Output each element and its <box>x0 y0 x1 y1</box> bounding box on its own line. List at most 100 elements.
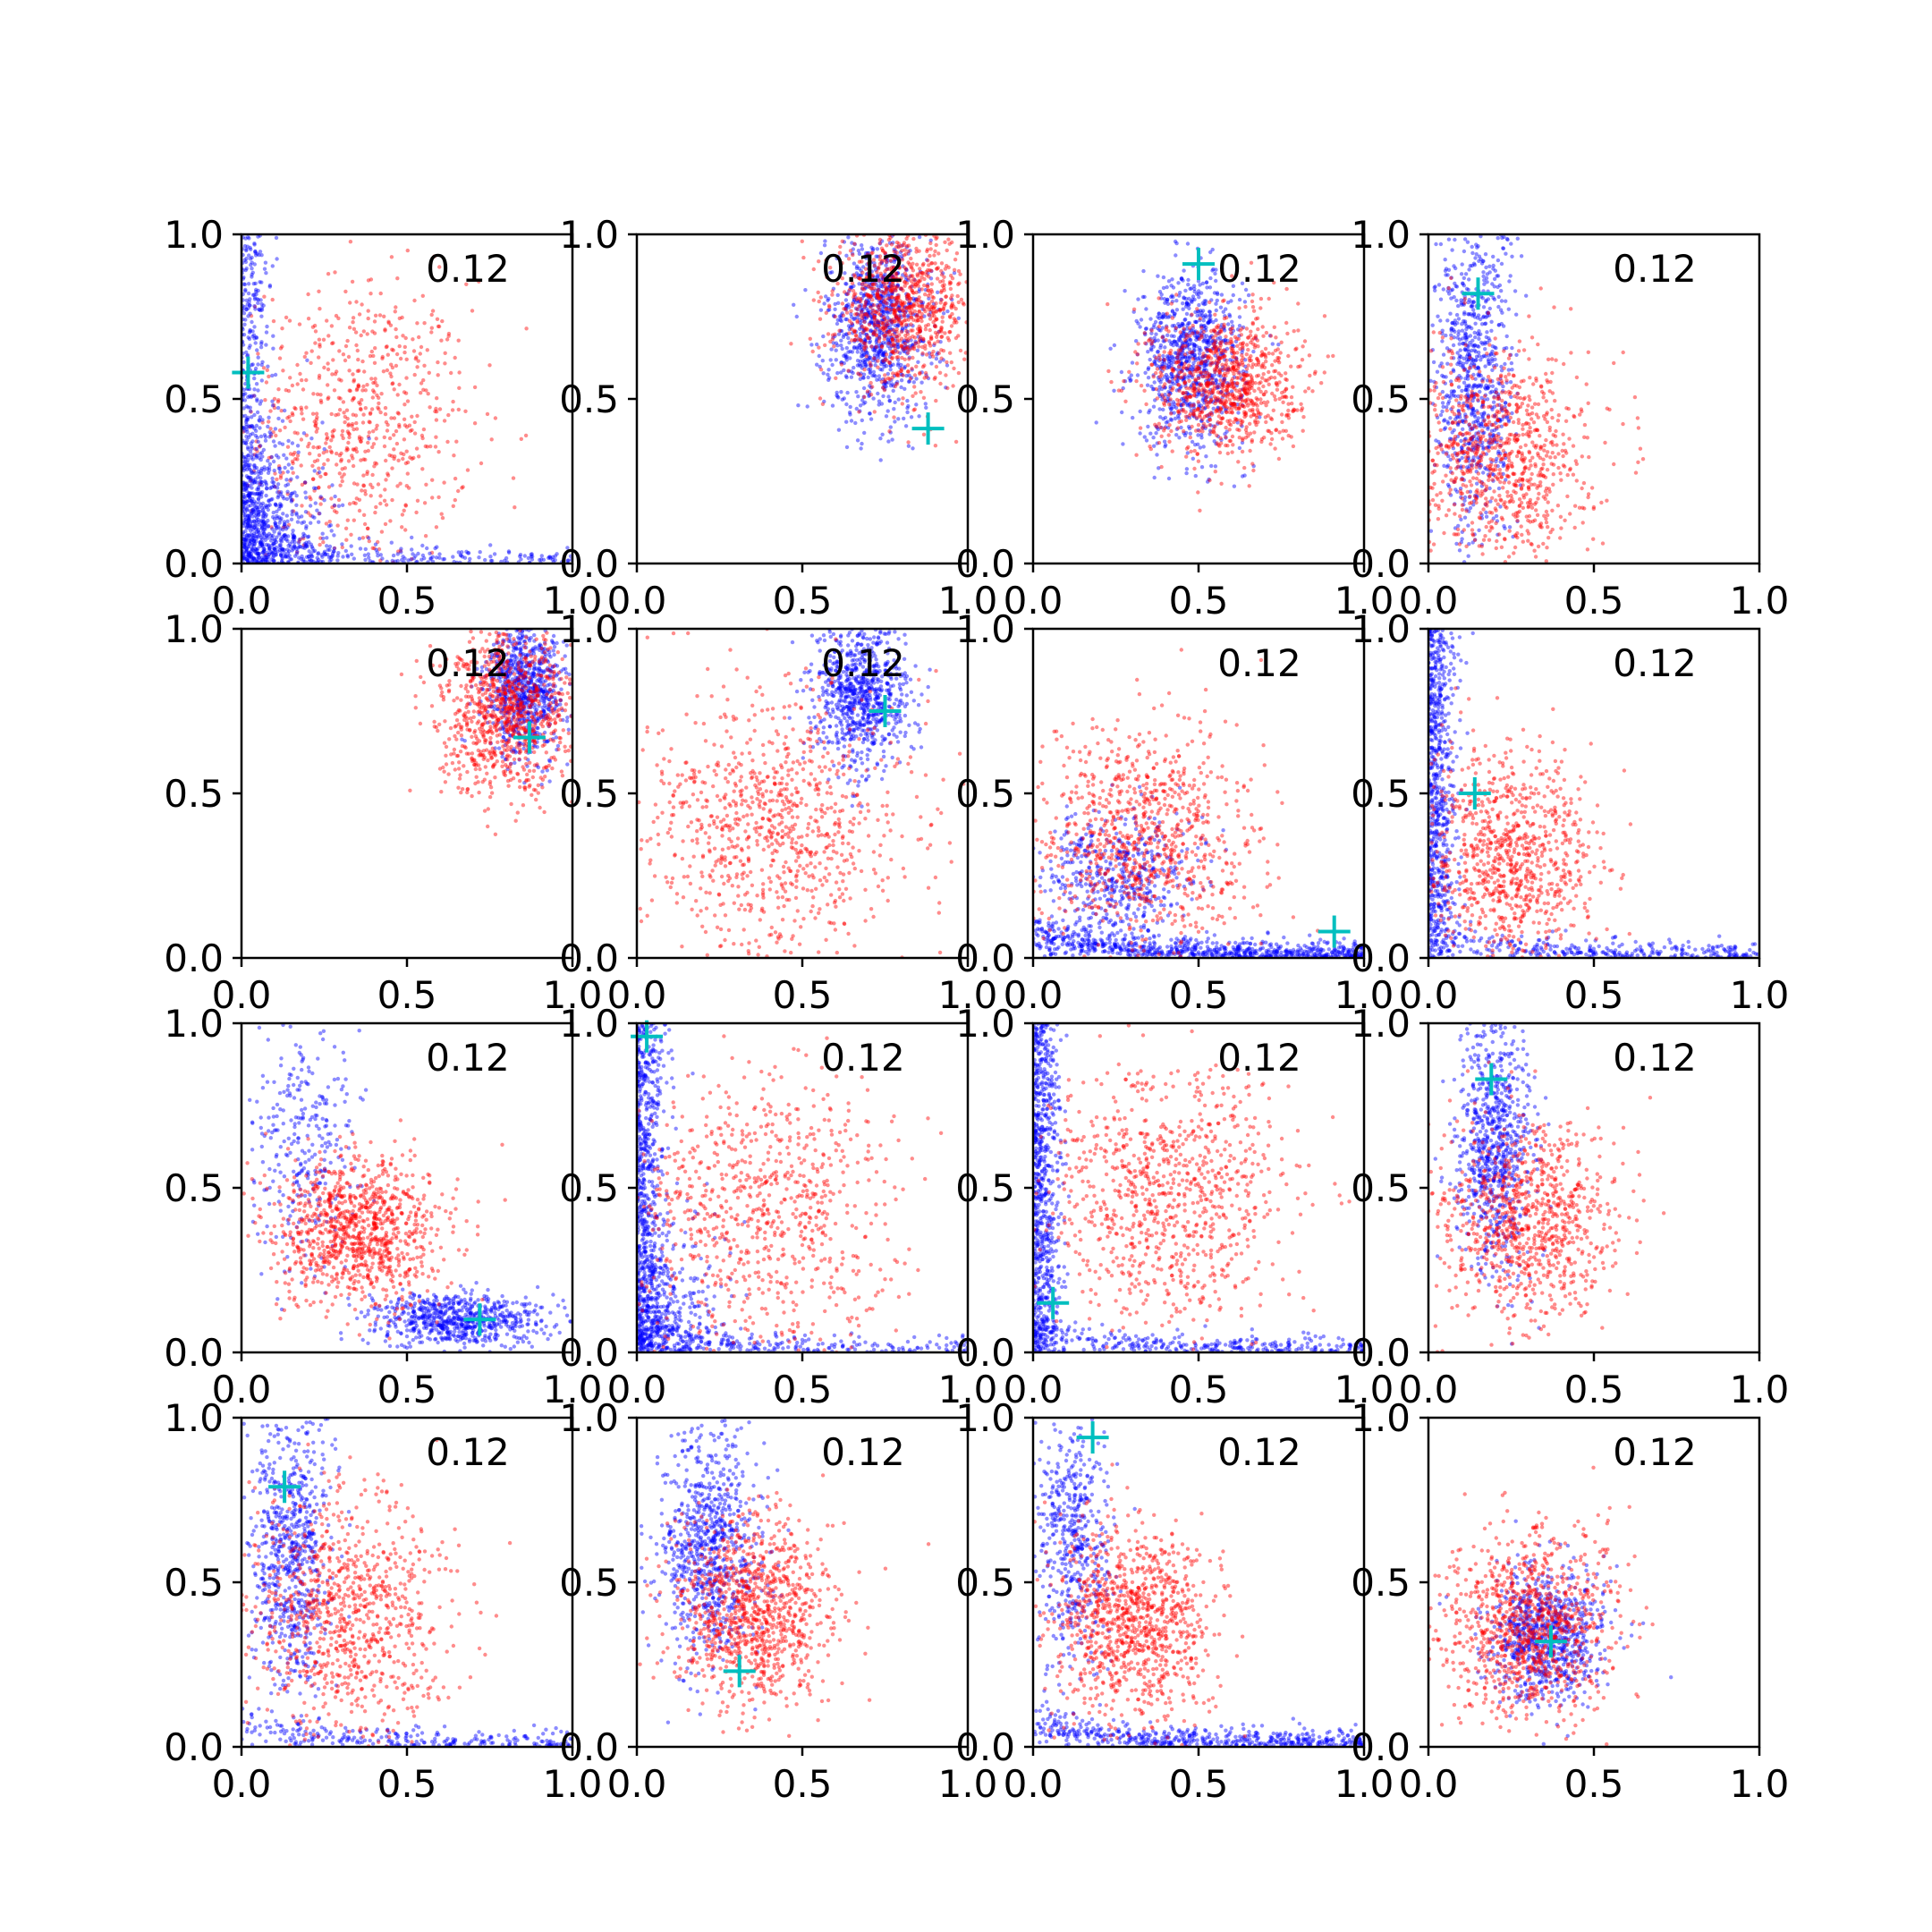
scatter-point <box>860 418 864 423</box>
scatter-point <box>1169 363 1174 368</box>
scatter-point <box>1220 368 1225 372</box>
scatter-point <box>267 547 272 552</box>
scatter-point <box>255 453 259 459</box>
scatter-point <box>436 373 440 377</box>
scatter-point <box>906 260 911 265</box>
scatter-point <box>1216 398 1222 402</box>
scatter-point <box>912 373 918 377</box>
scatter-point <box>291 453 295 457</box>
scatter-point <box>1192 386 1197 391</box>
scatter-point <box>1194 344 1199 349</box>
scatter-point <box>912 335 918 340</box>
scatter-point <box>339 451 343 456</box>
scatter-point <box>1170 376 1174 380</box>
scatter-point <box>344 538 349 542</box>
scatter-point <box>282 547 287 552</box>
scatter-point <box>388 519 393 523</box>
scatter-point <box>1221 388 1225 393</box>
scatter-point <box>295 457 300 462</box>
scatter-point <box>1151 344 1156 349</box>
scatter-point <box>243 289 248 293</box>
scatter-point <box>881 359 886 363</box>
scatter-point <box>889 268 894 273</box>
scatter-point <box>445 337 450 342</box>
scatter-point <box>1231 365 1235 369</box>
scatter-point <box>1242 473 1247 478</box>
scatter-point <box>911 303 917 309</box>
scatter-point <box>263 260 268 265</box>
scatter-point <box>345 416 350 421</box>
scatter-point <box>952 304 956 309</box>
scatter-point <box>892 310 896 315</box>
scatter-point <box>855 307 860 312</box>
scatter-point <box>862 312 867 317</box>
scatter-point <box>1258 389 1263 394</box>
scatter-point <box>1205 347 1210 352</box>
scatter-point <box>933 261 937 266</box>
scatter-point <box>881 352 886 357</box>
scatter-point <box>921 337 926 342</box>
scatter-point <box>257 418 261 422</box>
scatter-point <box>1192 289 1197 294</box>
scatter-point <box>826 303 832 308</box>
scatter-point <box>1170 309 1175 313</box>
scatter-point <box>1179 402 1183 408</box>
scatter-point <box>1163 301 1167 305</box>
scatter-point <box>259 362 264 368</box>
scatter-point <box>888 298 893 303</box>
scatter-point <box>1192 331 1198 335</box>
scatter-point <box>1244 367 1250 371</box>
scatter-point <box>894 245 899 250</box>
scatter-point <box>1240 326 1244 331</box>
scatter-point <box>873 321 877 326</box>
scatter-point <box>874 295 879 301</box>
scatter-point <box>859 371 863 376</box>
scatter-point <box>1165 356 1170 360</box>
scatter-point <box>335 510 339 514</box>
scatter-point <box>511 476 516 480</box>
scatter-point <box>923 346 928 351</box>
scatter-point <box>254 512 259 516</box>
scatter-point <box>422 363 427 368</box>
scatter-point <box>1152 380 1157 385</box>
scatter-point <box>1161 417 1165 421</box>
scatter-point <box>902 312 906 318</box>
scatter-point <box>246 475 250 479</box>
scatter-point <box>411 337 415 342</box>
scatter-point <box>256 475 260 479</box>
scatter-point <box>888 304 893 309</box>
scatter-point <box>1168 384 1173 389</box>
scatter-point <box>1179 345 1184 351</box>
scatter-point <box>403 391 409 395</box>
scatter-point <box>912 277 917 283</box>
scatter-point <box>865 334 869 338</box>
scatter-point <box>250 275 254 279</box>
scatter-point <box>254 536 259 540</box>
scatter-point <box>436 324 442 329</box>
scatter-point <box>1220 383 1225 388</box>
scatter-point <box>395 552 400 556</box>
scatter-point <box>344 408 350 412</box>
scatter-point <box>284 555 288 559</box>
scatter-point <box>860 282 865 287</box>
scatter-point <box>951 384 955 388</box>
scatter-point <box>243 259 249 265</box>
scatter-point <box>914 297 919 302</box>
scatter-point <box>926 258 930 263</box>
scatter-point <box>369 292 373 296</box>
scatter-point <box>907 379 912 384</box>
scatter-point <box>1196 279 1201 284</box>
scatter-point <box>295 520 301 524</box>
scatter-point <box>920 364 926 369</box>
scatter-point <box>872 330 877 335</box>
scatter-point <box>1195 313 1199 318</box>
scatter-point <box>881 332 886 336</box>
scatter-point <box>415 413 419 419</box>
scatter-point <box>1218 329 1223 334</box>
scatter-point <box>854 406 859 411</box>
scatter-point <box>1210 380 1215 386</box>
scatter-point <box>1249 402 1253 406</box>
scatter-point <box>839 328 844 334</box>
scatter-point <box>392 416 397 420</box>
scatter-point <box>882 364 886 369</box>
